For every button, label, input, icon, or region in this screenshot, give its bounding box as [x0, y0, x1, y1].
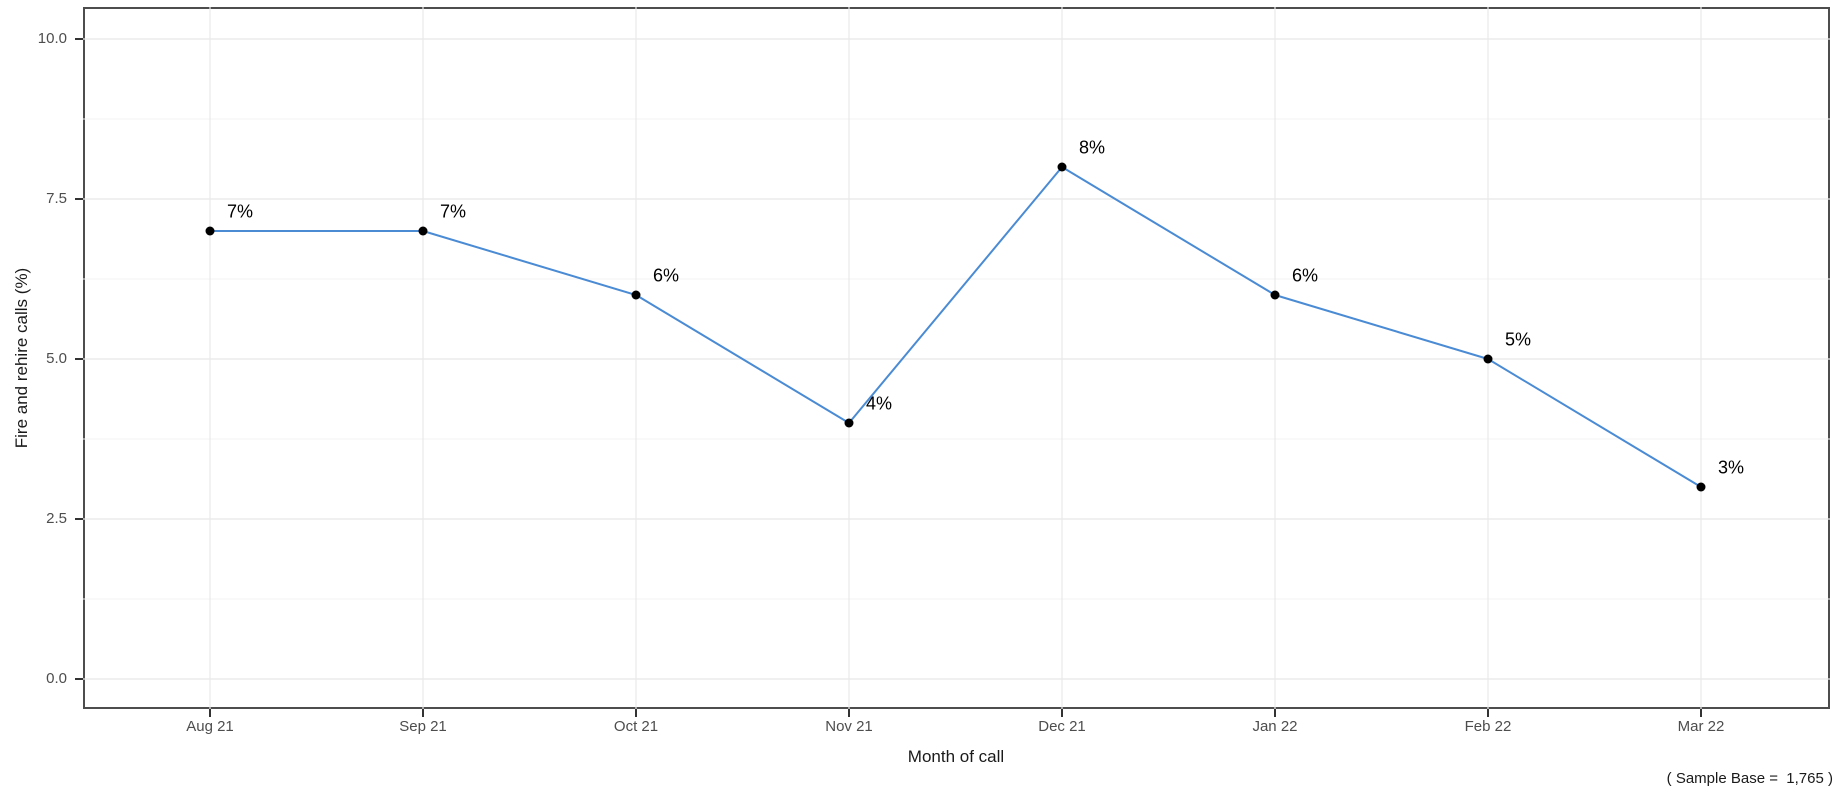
x-tick-label: Feb 22 [1464, 718, 1512, 735]
y-tick-mark [75, 198, 83, 200]
x-tick-mark [1700, 709, 1702, 717]
point-value-label: 7% [226, 201, 254, 222]
x-tick-mark [635, 709, 637, 717]
y-tick-mark [75, 678, 83, 680]
plot-panel [83, 7, 1830, 709]
point-value-label: 8% [1078, 137, 1106, 158]
point-value-label: 5% [1504, 329, 1532, 350]
point-value-label: 4% [865, 393, 893, 414]
point-value-label: 3% [1717, 457, 1745, 478]
x-tick-label: Mar 22 [1677, 718, 1725, 735]
data-point [418, 226, 428, 236]
y-tick-label: 2.5 [46, 510, 67, 527]
plot-canvas [83, 7, 1830, 709]
y-tick-label: 5.0 [46, 350, 67, 367]
point-value-label: 7% [439, 201, 467, 222]
y-tick-label: 10.0 [37, 30, 67, 47]
data-point [844, 418, 854, 428]
point-value-label: 6% [1291, 265, 1319, 286]
x-axis-title: Month of call [907, 747, 1005, 766]
data-point [1057, 162, 1067, 172]
point-value-label: 6% [652, 265, 680, 286]
data-point [205, 226, 215, 236]
x-tick-mark [1274, 709, 1276, 717]
x-tick-label: Dec 21 [1038, 718, 1086, 735]
x-tick-label: Aug 21 [186, 718, 234, 735]
x-tick-label: Sep 21 [399, 718, 447, 735]
data-point [1696, 482, 1706, 492]
x-tick-mark [1487, 709, 1489, 717]
y-tick-mark [75, 518, 83, 520]
data-point [1483, 354, 1493, 364]
x-tick-label: Nov 21 [825, 718, 873, 735]
x-tick-label: Oct 21 [613, 718, 659, 735]
sample-base-caption: ( Sample Base = 1,765 ) [1666, 770, 1833, 787]
x-tick-mark [422, 709, 424, 717]
data-point [1270, 290, 1280, 300]
x-tick-label: Jan 22 [1252, 718, 1298, 735]
x-tick-mark [848, 709, 850, 717]
y-tick-mark [75, 358, 83, 360]
x-tick-mark [209, 709, 211, 717]
data-line [210, 166, 1702, 488]
x-tick-mark [1061, 709, 1063, 717]
y-tick-mark [75, 38, 83, 40]
y-tick-label: 0.0 [46, 670, 67, 687]
y-tick-label: 7.5 [46, 190, 67, 207]
data-point [631, 290, 641, 300]
